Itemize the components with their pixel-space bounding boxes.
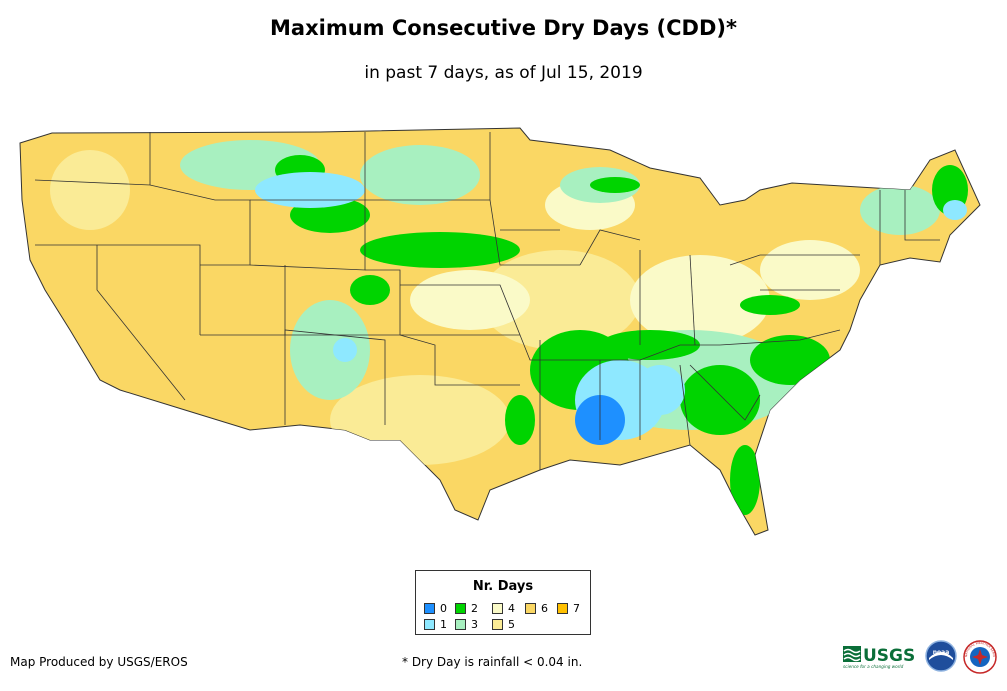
legend-label: 4 [508, 602, 515, 615]
region-tennessee-green [600, 330, 700, 360]
legend-item-2: 2 [455, 602, 478, 615]
usgs-tagline: science for a changing world [843, 664, 904, 669]
legend-label: 0 [440, 602, 447, 615]
region-virginia-green [740, 295, 800, 315]
legend: Nr. Days 0 2 4 6 7 1 3 5 [415, 570, 591, 635]
region-ny-light [760, 240, 860, 300]
region-rockies-mint [290, 300, 370, 400]
legend-item-3: 3 [455, 618, 478, 631]
legend-swatch [525, 603, 536, 614]
region-carolina-green [750, 335, 830, 385]
legend-label: 5 [508, 618, 515, 631]
legend-swatch [424, 603, 435, 614]
region-nm-cyan [333, 338, 357, 362]
region-midwest-light [480, 250, 640, 350]
legend-label: 7 [573, 602, 580, 615]
region-michigan-green [590, 177, 640, 193]
dry-day-footnote: * Dry Day is rainfall < 0.04 in. [402, 655, 583, 669]
nws-logo: NATIONAL WEATHER SERVICE [963, 640, 997, 674]
region-nebraska-green [360, 232, 520, 268]
legend-label: 1 [440, 618, 447, 631]
legend-title: Nr. Days [472, 579, 534, 594]
usgs-logo-text: USGS [863, 646, 915, 666]
map-title: Maximum Consecutive Dry Days (CDD)* [270, 16, 737, 40]
region-alabama-cyan [635, 365, 685, 415]
region-maine-cyan [943, 200, 967, 220]
legend-item-7: 7 [557, 602, 580, 615]
legend-item-1: 1 [424, 618, 447, 631]
region-ne-mint [860, 185, 940, 235]
state-borders [34, 132, 940, 470]
legend-swatch [424, 619, 435, 630]
map-subtitle: in past 7 days, as of Jul 15, 2019 [364, 63, 643, 83]
noaa-logo-text: noaa [933, 649, 950, 656]
region-montana-cyan [255, 172, 365, 208]
legend-item-6: 6 [525, 602, 548, 615]
region-colorado-green [350, 275, 390, 305]
region-texas-light [330, 375, 510, 465]
region-florida-green [730, 445, 760, 515]
legend-swatch [557, 603, 568, 614]
legend-item-5: 5 [492, 618, 515, 631]
region-georgia-green [680, 365, 760, 435]
region-plains-light [410, 270, 530, 330]
region-pnw-light [50, 150, 130, 230]
legend-swatch [492, 619, 503, 630]
us-cdd-map [19, 127, 981, 536]
legend-label: 2 [471, 602, 478, 615]
legend-item-4: 4 [492, 602, 515, 615]
region-ohio-light [630, 255, 770, 345]
legend-label: 6 [541, 602, 548, 615]
credit-text: Map Produced by USGS/EROS [10, 655, 188, 669]
usgs-logo: USGS science for a changing world [843, 646, 915, 669]
legend-item-0: 0 [424, 602, 447, 615]
legend-swatch [455, 619, 466, 630]
noaa-logo: noaa [925, 640, 957, 672]
legend-label: 3 [471, 618, 478, 631]
legend-swatch [455, 603, 466, 614]
region-east-tx-green [505, 395, 535, 445]
region-dakota-mint [360, 145, 480, 205]
legend-swatch [492, 603, 503, 614]
